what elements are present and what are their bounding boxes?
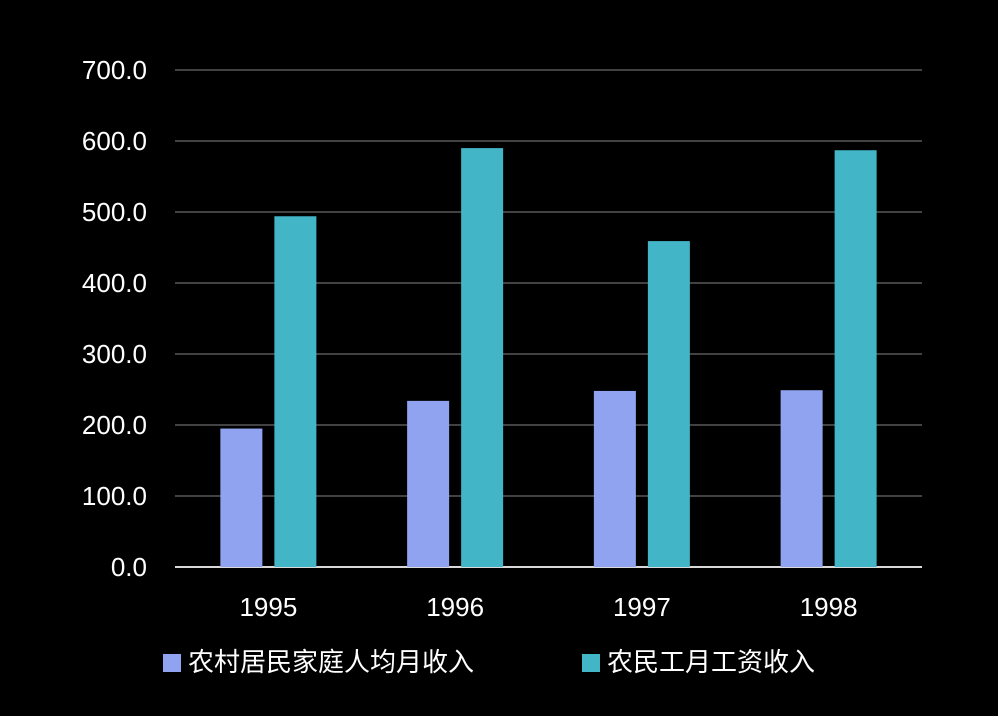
y-tick-label: 100.0 — [82, 481, 147, 511]
y-tick-label: 500.0 — [82, 197, 147, 227]
legend-swatch — [582, 654, 600, 672]
bar-rural-household-1998 — [780, 390, 823, 567]
legend-label: 农民工月工资收入 — [607, 648, 815, 678]
legend-swatch — [163, 654, 181, 672]
bar-rural-household-1997 — [593, 390, 636, 567]
bar-rural-household-1996 — [407, 400, 450, 567]
x-tick-label: 1996 — [426, 592, 484, 622]
bar-migrant-wage-1996 — [461, 148, 504, 567]
bar-migrant-wage-1997 — [647, 241, 690, 568]
bar-rural-household-1995 — [220, 428, 263, 567]
y-tick-label: 400.0 — [82, 268, 147, 298]
x-tick-label: 1995 — [239, 592, 297, 622]
y-tick-label: 600.0 — [82, 126, 147, 156]
y-tick-label: 300.0 — [82, 339, 147, 369]
y-tick-label: 0.0 — [111, 552, 147, 582]
bar-migrant-wage-1998 — [834, 150, 877, 568]
x-tick-label: 1997 — [613, 592, 671, 622]
y-tick-label: 700.0 — [82, 55, 147, 85]
legend-label: 农村居民家庭人均月收入 — [188, 648, 474, 678]
x-tick-label: 1998 — [800, 592, 858, 622]
y-tick-label: 200.0 — [82, 410, 147, 440]
bar-migrant-wage-1995 — [274, 216, 317, 567]
